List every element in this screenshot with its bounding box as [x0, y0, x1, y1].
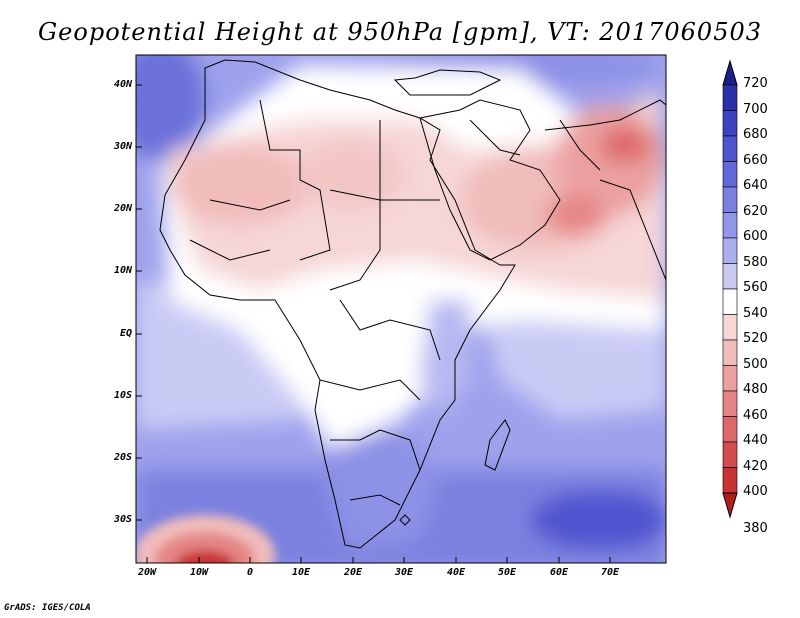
lon-label-60e: 60E	[549, 567, 569, 578]
colorbar-swatch-600	[722, 212, 738, 239]
lon-label-20w: 20W	[137, 567, 157, 578]
lon-label-10e: 10E	[291, 567, 311, 578]
map-frame	[135, 54, 667, 564]
colorbar-label-520: 520	[743, 331, 768, 346]
lat-label-30s: 30S	[113, 514, 132, 525]
colorbar-label-640: 640	[743, 178, 768, 193]
colorbar-swatch-440	[722, 416, 738, 443]
lat-label-20n: 20N	[113, 203, 132, 214]
axis-ticks	[136, 84, 611, 563]
colorbar-swatch-540	[722, 288, 738, 315]
lon-label-70e: 70E	[600, 567, 620, 578]
lon-label-40e: 40E	[446, 567, 466, 578]
colorbar-swatch-700	[722, 84, 738, 111]
colorbar-swatch-460	[722, 390, 738, 417]
colorbar-swatch-640	[722, 161, 738, 188]
colorbar-swatch-480	[722, 365, 738, 392]
lon-label-50e: 50E	[497, 567, 517, 578]
lat-label-20s: 20S	[113, 452, 132, 463]
colorbar-label-620: 620	[743, 204, 768, 219]
colorbar-swatch-420	[722, 441, 738, 468]
colorbar-label-720: 720	[743, 76, 768, 91]
coastlines	[159, 59, 666, 549]
colorbar-label-380: 380	[743, 521, 768, 536]
colorbar-swatch-580	[722, 237, 738, 264]
colorbar-label-660: 660	[743, 153, 768, 168]
colorbar-swatch-520	[722, 314, 738, 341]
grads-credit: GrADS: IGES/COLA	[4, 603, 91, 613]
colorbar-label-500: 500	[743, 357, 768, 372]
colorbar-label-460: 460	[743, 408, 768, 423]
colorbar-label-580: 580	[743, 255, 768, 270]
lon-label-10w: 10W	[189, 567, 209, 578]
colorbar-label-540: 540	[743, 306, 768, 321]
colorbar-label-700: 700	[743, 102, 768, 117]
colorbar-arrow-bottom	[722, 492, 738, 519]
colorbar-label-420: 420	[743, 459, 768, 474]
chart-title: Geopotential Height at 950hPa [gpm], VT:…	[38, 18, 762, 46]
colorbar-label-680: 680	[743, 127, 768, 142]
lat-label-eq: EQ	[119, 328, 132, 339]
lon-label-20e: 20E	[343, 567, 363, 578]
colorbar-swatch-560	[722, 263, 738, 290]
colorbar	[722, 59, 738, 519]
lon-label-0: 0	[246, 567, 254, 578]
colorbar-label-560: 560	[743, 280, 768, 295]
colorbar-swatch-500	[722, 339, 738, 366]
lat-label-10s: 10S	[113, 390, 132, 401]
colorbar-label-480: 480	[743, 382, 768, 397]
lon-label-30e: 30E	[394, 567, 414, 578]
colorbar-label-440: 440	[743, 433, 768, 448]
colorbar-swatch-680	[722, 110, 738, 137]
colorbar-label-400: 400	[743, 484, 768, 499]
colorbar-swatch-660	[722, 135, 738, 162]
colorbar-swatch-620	[722, 186, 738, 213]
lat-label-30n: 30N	[113, 141, 132, 152]
colorbar-arrow-top	[722, 59, 738, 86]
colorbar-swatch-400	[722, 467, 738, 494]
height-field	[136, 55, 666, 563]
colorbar-label-600: 600	[743, 229, 768, 244]
lat-label-10n: 10N	[113, 265, 132, 276]
lat-label-40n: 40N	[113, 79, 132, 90]
